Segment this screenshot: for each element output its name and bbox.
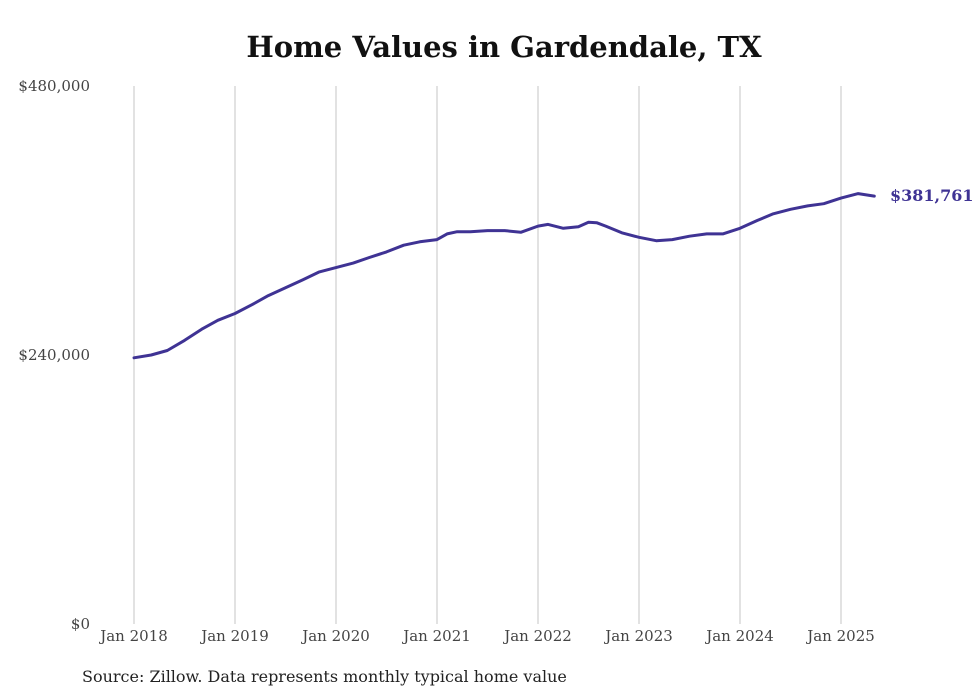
x-tick-label: Jan 2021 (401, 627, 471, 645)
end-label-layer: $381,761 (890, 186, 974, 205)
end-value-label: $381,761 (890, 186, 974, 205)
series-line-layer (132, 192, 876, 360)
y-tick-label: $0 (71, 615, 90, 633)
x-tick-label: Jan 2024 (704, 627, 774, 645)
x-tick-label: Jan 2018 (98, 627, 168, 645)
source-note: Source: Zillow. Data represents monthly … (82, 667, 567, 686)
x-tick-label: Jan 2022 (502, 627, 572, 645)
chart-title: Home Values in Gardendale, TX (246, 30, 762, 64)
x-tick-label: Jan 2025 (805, 627, 875, 645)
x-tick-label: Jan 2019 (199, 627, 269, 645)
x-axis-ticks: Jan 2018 Jan 2019 Jan 2020 Jan 2021 Jan 2022… (98, 627, 875, 645)
y-axis-ticks: $0 $240,000 $480,000 (18, 77, 90, 633)
series-line (132, 192, 876, 360)
x-tick-label: Jan 2023 (603, 627, 673, 645)
x-tick-label: Jan 2020 (300, 627, 370, 645)
y-tick-label: $480,000 (18, 77, 90, 95)
y-tick-label: $240,000 (18, 346, 90, 364)
gridlines (133, 86, 842, 624)
